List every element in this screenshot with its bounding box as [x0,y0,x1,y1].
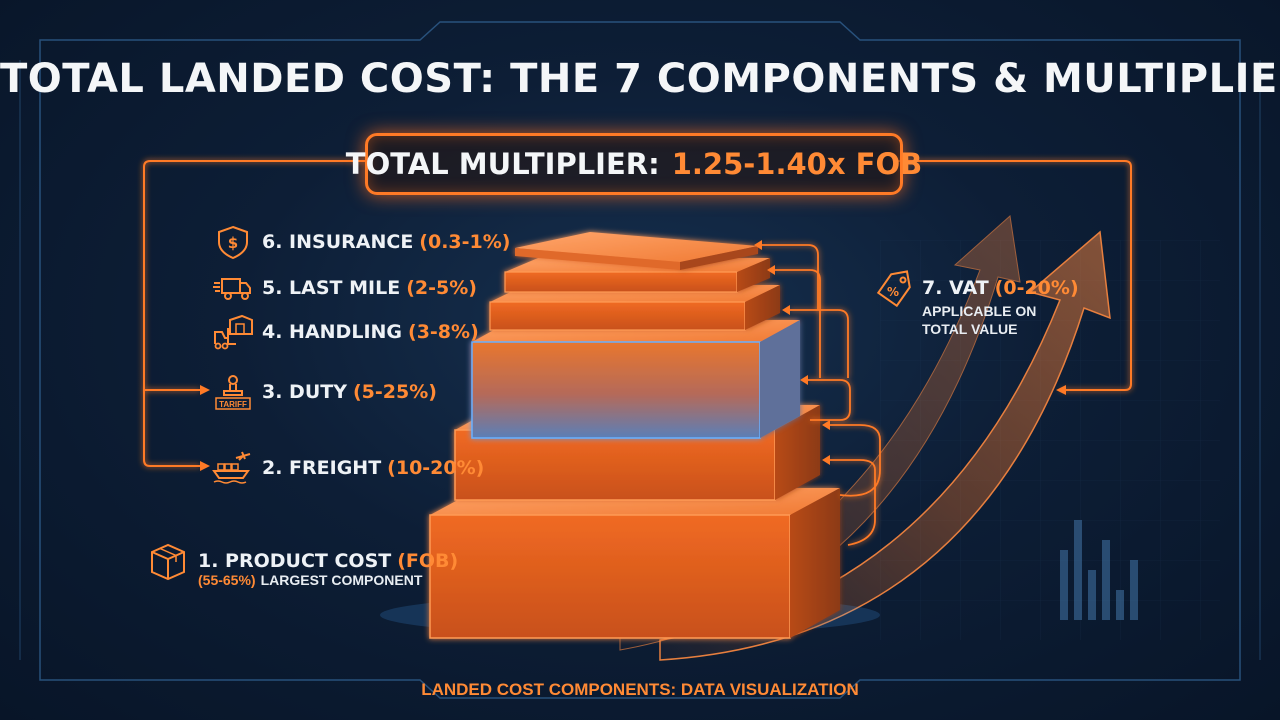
vat-range: (0-20%) [994,277,1079,299]
component-insurance: $ 6. INSURANCE (0.3-1%) [212,224,510,260]
component-product-cost: 1. PRODUCT COST (FOB) (55-65%) LARGEST CO… [146,540,459,588]
component-vat: % 7. VAT (0-20%) APPLICABLE ON TOTAL VAL… [874,268,1079,338]
footer-caption: LANDED COST COMPONENTS: DATA VISUALIZATI… [421,680,859,699]
component-duty-label: 3. DUTY [262,381,347,403]
component-last-mile-label: 5. LAST MILE [262,277,401,299]
component-handling-range: (3-8%) [408,321,479,343]
component-freight: 2. FREIGHT (10-20%) [212,450,484,486]
stack-layer-duty [471,320,800,439]
product-cost-label: 1. PRODUCT COST [198,550,392,572]
vat-note-line2: TOTAL VALUE [922,321,1018,337]
multiplier-value: 1.25-1.40x FOB [671,147,923,181]
component-duty-range: (5-25%) [352,381,437,403]
component-freight-label: 2. FREIGHT [262,457,382,479]
price-tag-icon: % [876,270,911,308]
forklift-icon [214,314,253,350]
ship-plane-icon [212,451,251,484]
component-insurance-range: (0.3-1%) [419,231,511,253]
vat-note-line1: APPLICABLE ON [922,303,1037,319]
tariff-text: TARIFF [219,400,247,409]
component-insurance-label: 6. INSURANCE [262,231,414,253]
component-handling: 4. HANDLING (3-8%) [212,314,479,350]
delivery-truck-icon [213,278,251,300]
product-cost-subtitle: (55-65%) LARGEST COMPONENT [198,572,422,588]
box-icon [151,543,185,581]
page-title: TOTAL LANDED COST: THE 7 COMPONENTS & MU… [0,56,1280,102]
total-multiplier-box: TOTAL MULTIPLIER: 1.25-1.40x FOB [346,133,922,195]
product-cost-range: (55-65%) [198,572,256,588]
vat-label: 7. VAT [922,277,989,299]
component-last-mile: 5. LAST MILE (2-5%) [212,270,477,306]
stack-layer-product-cost [429,488,840,639]
stack-layer-insurance [515,232,758,270]
svg-text:%: % [887,285,899,299]
component-freight-range: (10-20%) [387,457,485,479]
component-duty: TARIFF 3. DUTY (5-25%) [212,374,437,410]
product-cost-note: LARGEST COMPONENT [260,572,423,588]
tariff-stamp-icon: TARIFF [215,375,251,410]
product-cost-tag: (FOB) [397,550,459,572]
shield-dollar-icon: $ [218,225,248,260]
multiplier-label: TOTAL MULTIPLIER: [345,147,660,181]
component-last-mile-range: (2-5%) [406,277,477,299]
component-handling-label: 4. HANDLING [262,321,403,343]
svg-text:$: $ [228,234,238,252]
